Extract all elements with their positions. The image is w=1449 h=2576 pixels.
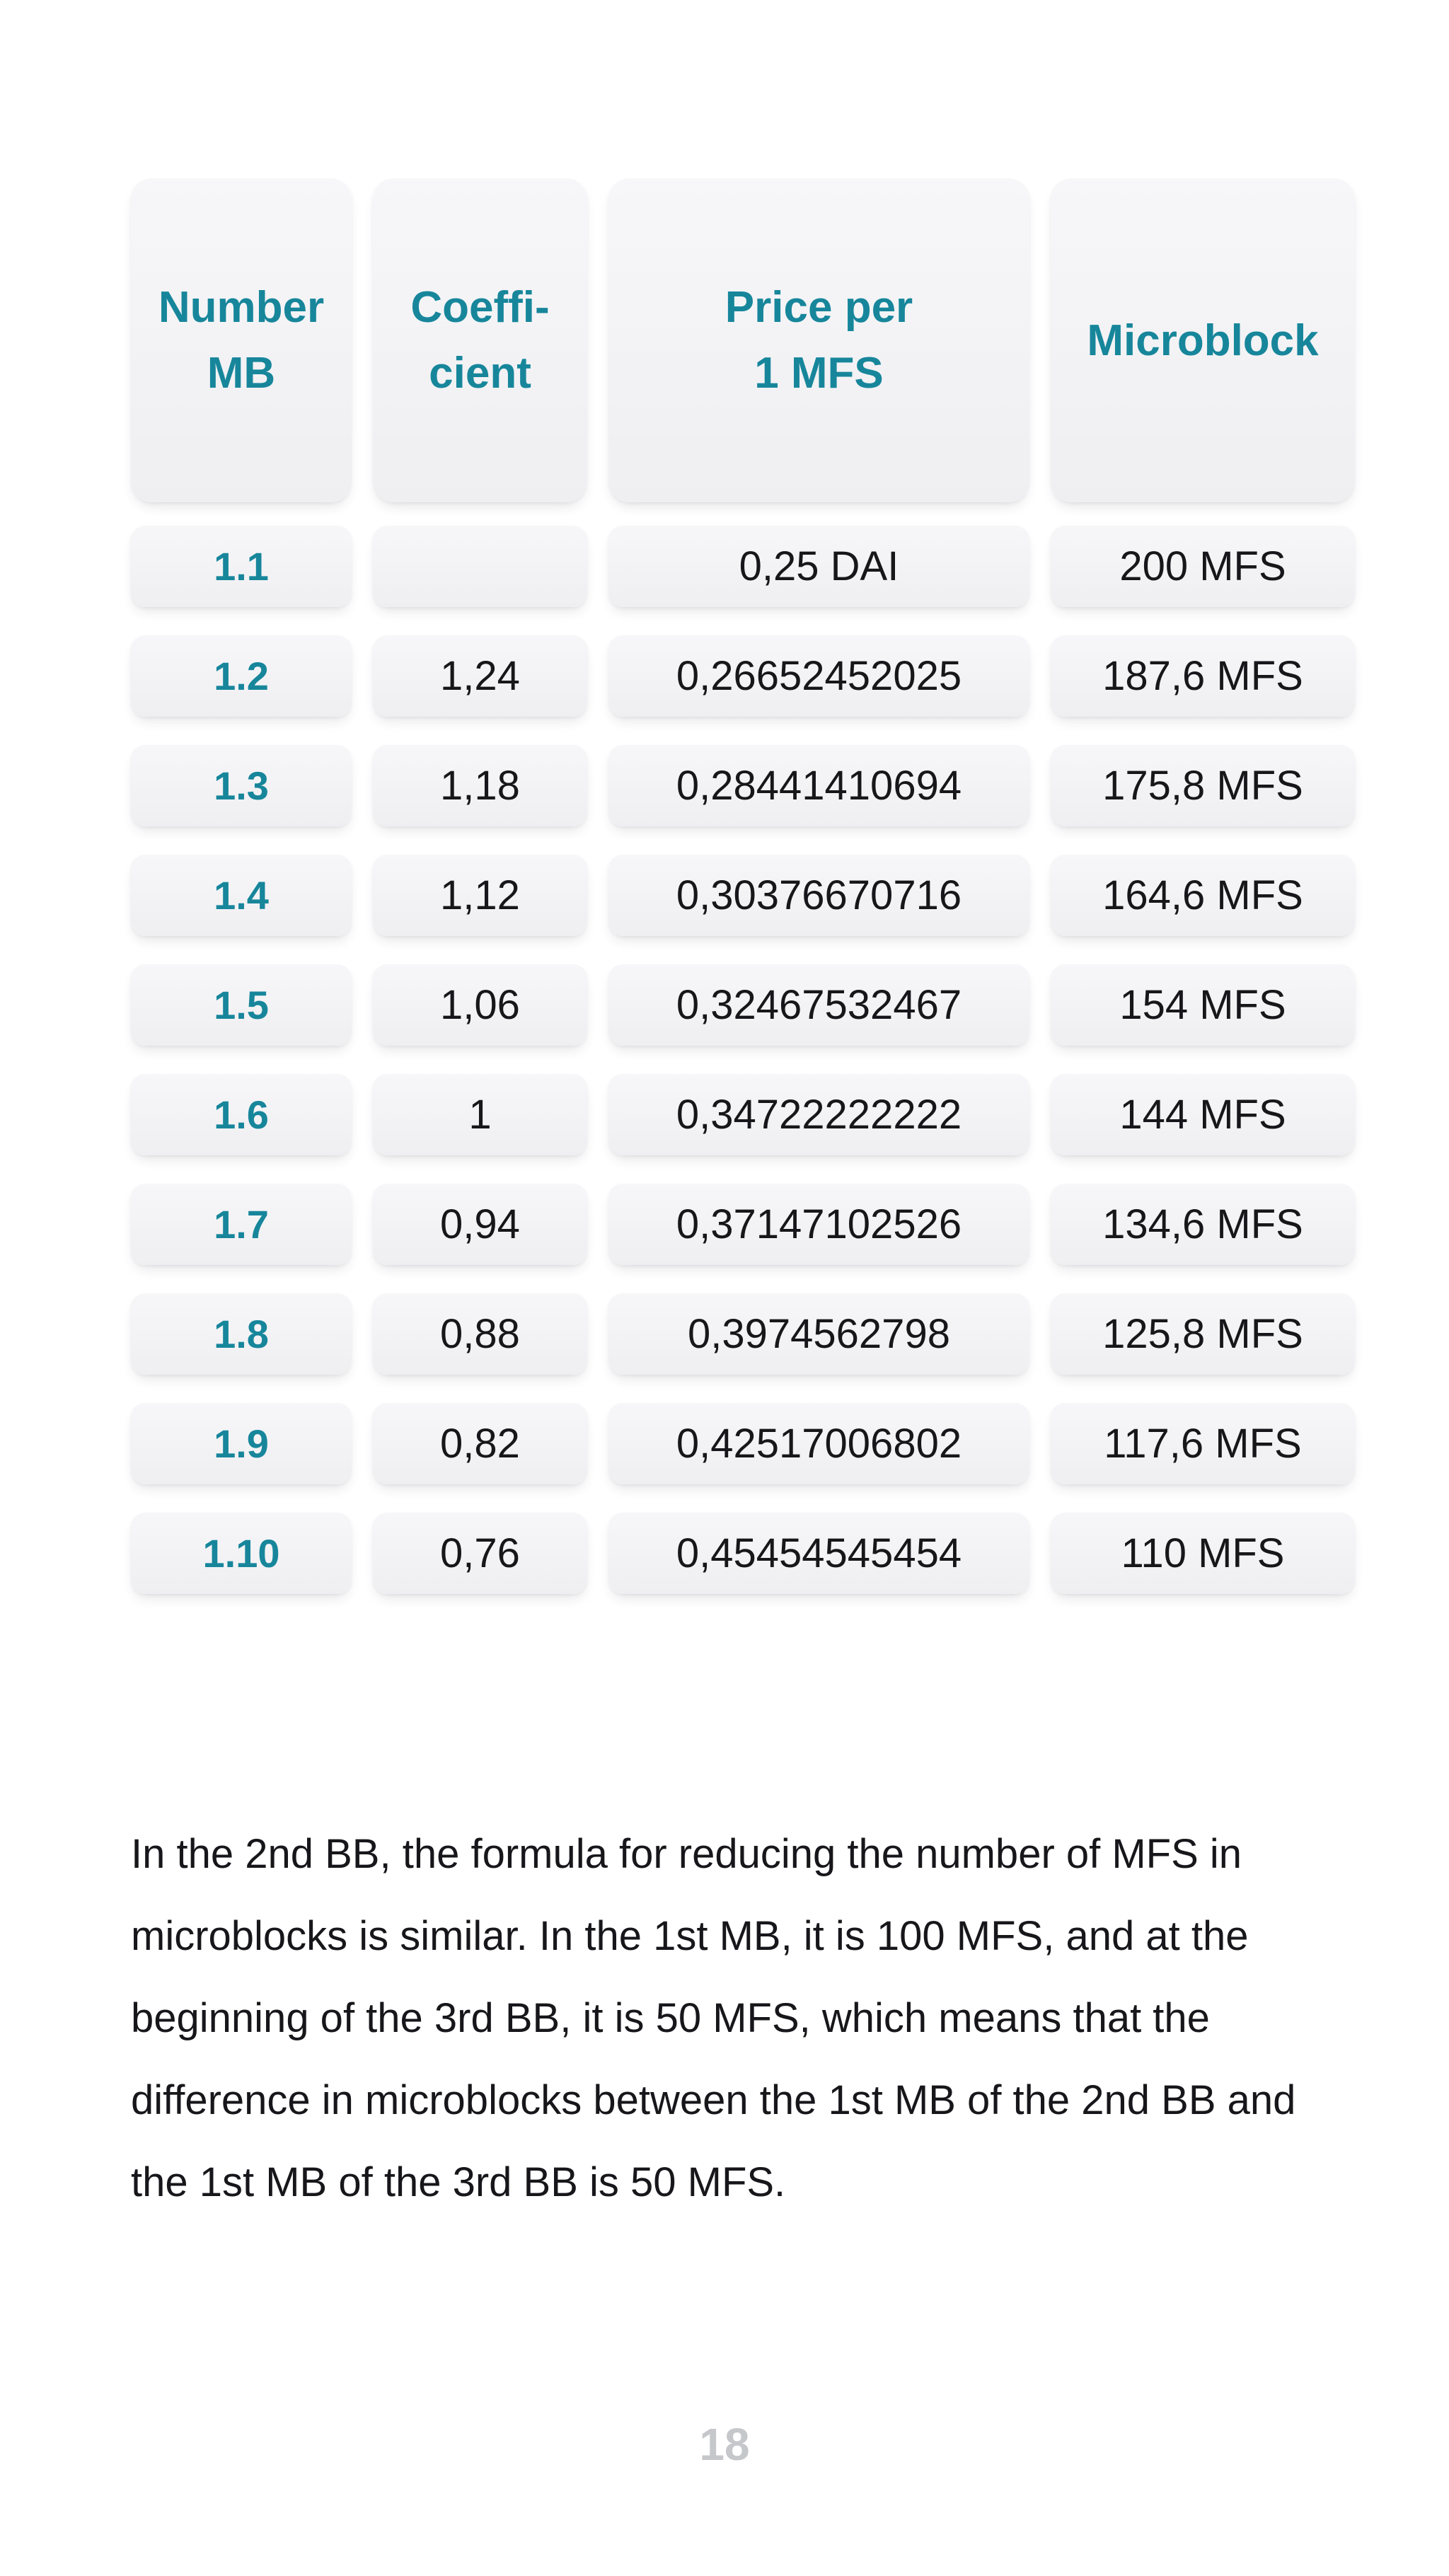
table-body: 1.1 0,25 DAI 200 MFS 1.2 1,24 0,26652452… xyxy=(131,526,1355,1594)
cell-price-per-1mfs: 0,30376670716 xyxy=(608,855,1029,936)
cell-microblock: 134,6 MFS xyxy=(1051,1184,1355,1265)
cell-microblock: 125,8 MFS xyxy=(1051,1293,1355,1375)
cell-microblock: 110 MFS xyxy=(1051,1513,1355,1594)
cell-coefficient: 1,24 xyxy=(373,635,587,717)
pricing-table: Number MB Coeffi- cient Price per 1 MFS … xyxy=(131,178,1355,1594)
cell-number-mb: 1.4 xyxy=(131,855,352,936)
cell-number-mb: 1.9 xyxy=(131,1403,352,1484)
cell-microblock: 187,6 MFS xyxy=(1051,635,1355,717)
cell-price-per-1mfs: 0,37147102526 xyxy=(608,1184,1029,1265)
header-cell-coefficient: Coeffi- cient xyxy=(373,178,587,502)
header-label-line: Price per xyxy=(724,283,913,332)
header-label-line: MB xyxy=(207,349,276,398)
cell-coefficient: 0,82 xyxy=(373,1403,587,1484)
cell-number-mb: 1.2 xyxy=(131,635,352,717)
cell-coefficient: 1,12 xyxy=(373,855,587,936)
cell-microblock: 117,6 MFS xyxy=(1051,1403,1355,1484)
cell-coefficient: 1,18 xyxy=(373,745,587,826)
cell-microblock: 154 MFS xyxy=(1051,964,1355,1046)
cell-number-mb: 1.3 xyxy=(131,745,352,826)
table-header-row: Number MB Coeffi- cient Price per 1 MFS … xyxy=(131,178,1355,502)
cell-coefficient: 1 xyxy=(373,1074,587,1155)
header-label-line: 1 MFS xyxy=(754,349,884,398)
cell-price-per-1mfs: 0,34722222222 xyxy=(608,1074,1029,1155)
header-label-line: cient xyxy=(429,349,531,398)
cell-price-per-1mfs: 0,42517006802 xyxy=(608,1403,1029,1484)
cell-coefficient: 1,06 xyxy=(373,964,587,1046)
header-cell-microblock: Microblock xyxy=(1051,178,1355,502)
cell-microblock: 144 MFS xyxy=(1051,1074,1355,1155)
cell-price-per-1mfs: 0,45454545454 xyxy=(608,1513,1029,1594)
cell-number-mb: 1.5 xyxy=(131,964,352,1046)
cell-price-per-1mfs: 0,28441410694 xyxy=(608,745,1029,826)
cell-price-per-1mfs: 0,32467532467 xyxy=(608,964,1029,1046)
header-cell-price-per-1mfs: Price per 1 MFS xyxy=(608,178,1029,502)
cell-coefficient: 0,76 xyxy=(373,1513,587,1594)
cell-microblock: 200 MFS xyxy=(1051,526,1355,607)
cell-number-mb: 1.10 xyxy=(131,1513,352,1594)
cell-number-mb: 1.8 xyxy=(131,1293,352,1375)
cell-price-per-1mfs: 0,3974562798 xyxy=(608,1293,1029,1375)
cell-microblock: 175,8 MFS xyxy=(1051,745,1355,826)
cell-coefficient: 0,88 xyxy=(373,1293,587,1375)
cell-number-mb: 1.1 xyxy=(131,526,352,607)
cell-coefficient xyxy=(373,526,587,607)
cell-coefficient: 0,94 xyxy=(373,1184,587,1265)
header-cell-number-mb: Number MB xyxy=(131,178,352,502)
cell-number-mb: 1.6 xyxy=(131,1074,352,1155)
cell-price-per-1mfs: 0,25 DAI xyxy=(608,526,1029,607)
header-label-line: Coeffi- xyxy=(410,283,550,332)
header-label-line: Number xyxy=(158,283,325,332)
header-label-line: Microblock xyxy=(1087,316,1319,365)
body-paragraph: In the 2nd BB, the formula for reducing … xyxy=(131,1831,1296,2205)
page-number: 18 xyxy=(699,2419,750,2470)
cell-microblock: 164,6 MFS xyxy=(1051,855,1355,936)
cell-price-per-1mfs: 0,26652452025 xyxy=(608,635,1029,717)
cell-number-mb: 1.7 xyxy=(131,1184,352,1265)
